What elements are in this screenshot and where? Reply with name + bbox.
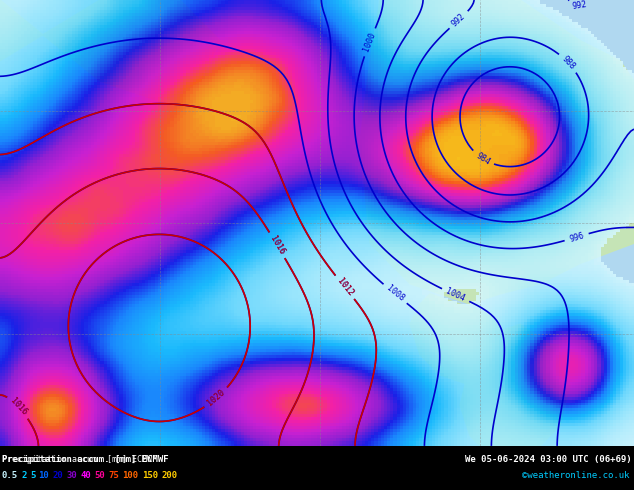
Text: ©weatheronline.co.uk: ©weatheronline.co.uk xyxy=(522,471,630,481)
Text: 10: 10 xyxy=(39,471,49,481)
Text: Precipitation accum. [mm] ECMWF: Precipitation accum. [mm] ECMWF xyxy=(2,455,169,464)
Text: 1016: 1016 xyxy=(268,234,286,256)
Text: 150: 150 xyxy=(142,471,158,481)
Text: 992: 992 xyxy=(572,0,588,11)
Text: 0.5: 0.5 xyxy=(2,471,18,481)
Text: 1004: 1004 xyxy=(444,287,467,303)
Text: 1008: 1008 xyxy=(384,284,406,304)
Text: 992: 992 xyxy=(450,11,467,28)
Text: 30: 30 xyxy=(67,471,77,481)
Text: 1012: 1012 xyxy=(335,277,354,298)
Text: 40: 40 xyxy=(81,471,91,481)
Text: 1016: 1016 xyxy=(8,396,29,417)
Text: 1016: 1016 xyxy=(268,234,286,256)
Polygon shape xyxy=(410,294,510,385)
Text: 996: 996 xyxy=(568,231,585,244)
Text: We 05-06-2024 03:00 UTC (06+69): We 05-06-2024 03:00 UTC (06+69) xyxy=(465,455,632,464)
Text: 20: 20 xyxy=(53,471,63,481)
Text: 5: 5 xyxy=(30,471,36,481)
Text: 984: 984 xyxy=(474,151,491,167)
Text: 988: 988 xyxy=(560,54,576,72)
Text: Precipitation accum. [mm] ECMWF: Precipitation accum. [mm] ECMWF xyxy=(2,455,157,464)
Text: 1000: 1000 xyxy=(362,31,377,53)
Polygon shape xyxy=(0,0,220,101)
Text: 2: 2 xyxy=(22,471,27,481)
Text: 1020: 1020 xyxy=(206,388,227,408)
Text: 1016: 1016 xyxy=(8,396,29,417)
Text: 200: 200 xyxy=(162,471,178,481)
Text: 75: 75 xyxy=(108,471,119,481)
Polygon shape xyxy=(520,344,560,385)
Polygon shape xyxy=(360,0,634,304)
Text: 1020: 1020 xyxy=(206,388,227,408)
Polygon shape xyxy=(460,324,570,446)
Text: 50: 50 xyxy=(94,471,105,481)
Text: 100: 100 xyxy=(122,471,139,481)
Text: 1012: 1012 xyxy=(335,277,354,298)
